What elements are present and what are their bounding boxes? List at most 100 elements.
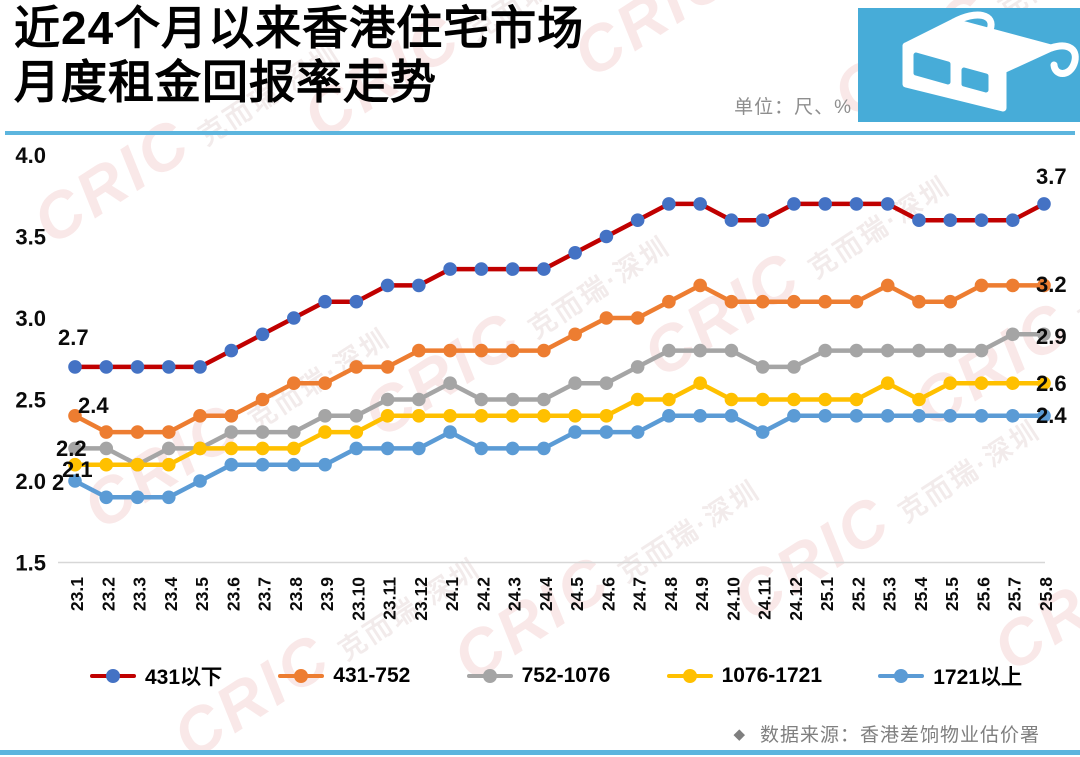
series-point-1076-1721 [974, 376, 989, 391]
series-point-1076-1721 [662, 392, 676, 407]
series-point-1721以上 [130, 490, 145, 505]
series-point-1076-1721 [68, 457, 82, 472]
source-note: ◆ 数据来源：香港差饷物业估价署 [733, 720, 1040, 747]
series-point-431-752 [1037, 278, 1051, 293]
chart-legend: 431以下 431-752 752-1076 1076-1721 1721以上 [0, 652, 1080, 700]
series-point-1721以上 [287, 457, 301, 472]
series-point-431以下 [599, 229, 614, 244]
series-point-431以下 [912, 213, 926, 227]
series-point-1076-1721 [380, 409, 395, 423]
legend-item-1721以上: 1721以上 [878, 661, 1022, 691]
series-point-1076-1721 [630, 392, 645, 407]
x-axis-tick-label: 25.3 [880, 577, 900, 611]
series-point-431-752 [662, 294, 676, 309]
series-point-752-1076 [443, 376, 457, 391]
x-axis-tick-label: 23.11 [380, 577, 400, 620]
series-point-752-1076 [599, 376, 614, 391]
series-point-1721以上 [880, 409, 895, 423]
series-point-752-1076 [505, 392, 520, 407]
x-axis-tick-label: 24.5 [567, 577, 587, 611]
series-point-431-752 [349, 360, 364, 374]
series-point-1721以上 [568, 425, 582, 439]
series-point-431以下 [568, 246, 582, 260]
x-axis-tick-label: 25.4 [911, 577, 931, 611]
series-point-1721以上 [693, 409, 707, 423]
series-point-431以下 [849, 197, 864, 211]
series-point-431以下 [724, 213, 739, 227]
series-point-431-752 [380, 360, 395, 374]
y-axis-tick-label: 3.0 [15, 306, 46, 331]
series-point-1076-1721 [568, 409, 582, 423]
series-point-1721以上 [443, 425, 457, 439]
x-axis-tick-label: 24.1 [442, 577, 462, 611]
series-point-1721以上 [193, 474, 207, 488]
series-point-752-1076 [568, 376, 582, 391]
series-point-431-752 [880, 278, 895, 293]
series-point-752-1076 [943, 343, 958, 358]
series-point-1076-1721 [787, 392, 801, 407]
x-axis-tick-label: 23.12 [411, 577, 431, 621]
series-point-431以下 [1005, 213, 1020, 227]
series-point-431以下 [505, 262, 520, 276]
series-point-752-1076 [755, 360, 770, 374]
y-axis-tick-label: 4.0 [15, 143, 46, 168]
brand-icon-box [858, 8, 1080, 122]
series-point-431-752 [412, 343, 426, 358]
x-axis-tick-label: 24.3 [505, 577, 525, 611]
series-point-431以下 [99, 360, 114, 374]
series-point-1076-1721 [349, 425, 364, 439]
series-point-1076-1721 [755, 392, 770, 407]
legend-label: 752-1076 [521, 664, 611, 687]
series-point-1076-1721 [943, 376, 958, 391]
start-value-label-1076-1721: 2.1 [62, 457, 93, 482]
series-point-752-1076 [880, 343, 895, 358]
series-point-1076-1721 [412, 409, 426, 423]
series-point-431-752 [1005, 278, 1020, 293]
series-point-752-1076 [662, 343, 676, 358]
x-axis-tick-label: 24.2 [473, 577, 493, 611]
x-axis-tick-label: 25.7 [1005, 577, 1025, 611]
series-point-1721以上 [537, 441, 551, 456]
series-point-752-1076 [974, 343, 989, 358]
series-point-431-752 [599, 311, 614, 325]
series-point-431以下 [443, 262, 457, 276]
end-value-label-431-752: 3.2 [1036, 272, 1067, 297]
series-point-1721以上 [943, 409, 958, 423]
legend-label: 431-752 [333, 664, 411, 687]
legend-marker [482, 669, 497, 683]
series-point-431以下 [380, 278, 395, 293]
series-point-752-1076 [537, 392, 551, 407]
start-value-label-1721以上: 2 [52, 470, 64, 495]
series-point-431-752 [224, 409, 239, 423]
legend-item-431以下: 431以下 [90, 661, 222, 691]
series-point-1721以上 [912, 409, 926, 423]
series-point-431-752 [818, 294, 832, 309]
diamond-icon: ◆ [733, 725, 746, 743]
series-point-752-1076 [99, 441, 114, 456]
series-point-431-752 [68, 409, 82, 423]
series-point-431-752 [443, 343, 457, 358]
source-text: 数据来源：香港差饷物业估价署 [759, 725, 1040, 746]
3d-glasses-icon [858, 8, 1080, 122]
series-point-1721以上 [755, 425, 770, 439]
y-axis-tick-label: 2.0 [15, 469, 46, 494]
series-point-1076-1721 [474, 409, 489, 423]
legend-marker [894, 669, 909, 683]
series-point-431以下 [224, 343, 239, 358]
series-point-1721以上 [99, 490, 114, 505]
series-point-752-1076 [412, 392, 426, 407]
series-point-752-1076 [1005, 327, 1020, 342]
series-point-1076-1721 [255, 441, 270, 456]
series-point-431以下 [818, 197, 832, 211]
series-point-431-752 [130, 425, 145, 439]
series-point-431-752 [255, 392, 270, 407]
series-point-752-1076 [818, 343, 832, 358]
series-point-1721以上 [161, 490, 176, 505]
legend-swatch [278, 669, 325, 684]
series-point-752-1076 [912, 343, 926, 358]
series-point-431-752 [943, 294, 958, 309]
series-point-431以下 [662, 197, 676, 211]
series-point-752-1076 [693, 343, 707, 358]
x-axis-tick-label: 25.2 [848, 577, 868, 611]
series-point-431以下 [880, 197, 895, 211]
